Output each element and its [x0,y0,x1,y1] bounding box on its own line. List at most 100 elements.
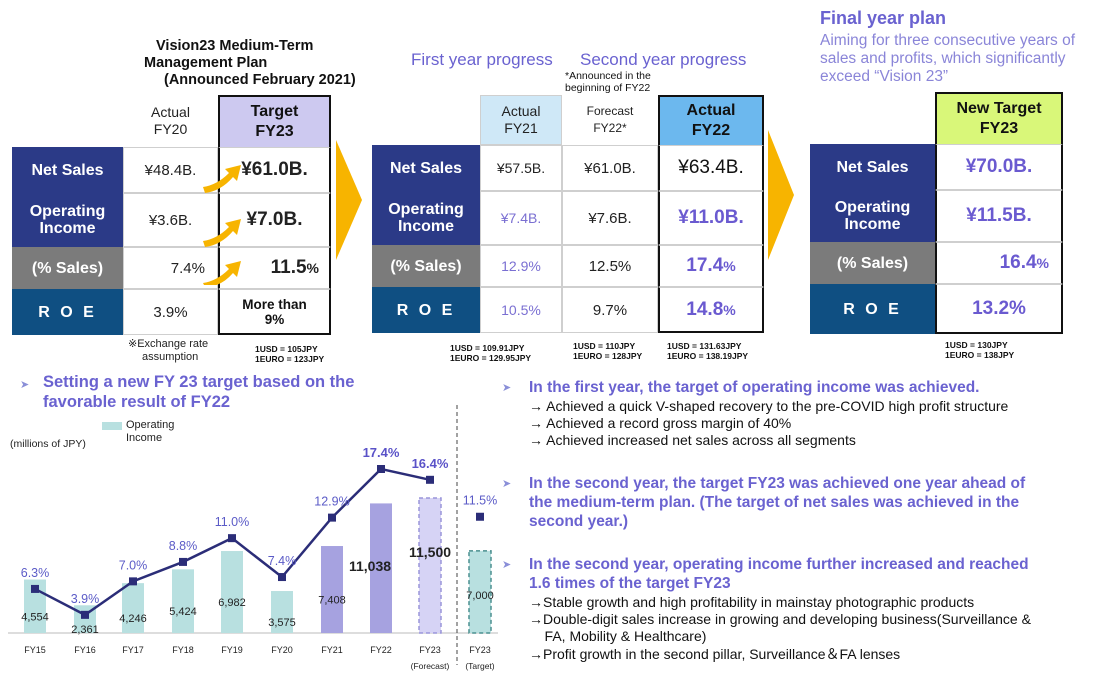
final-pct-unit: % [1036,255,1049,271]
chart-unit: (millions of JPY) [10,438,86,450]
bar-value-label-8: 11,500 [409,544,451,560]
final-row-op-income-label: Operating Income [810,190,935,242]
margin-label-5: 7.4% [268,554,297,568]
header-a22-l2: FY22 [691,122,731,139]
final-label-op-l2: Income [844,216,901,233]
bar-fy22-7 [370,503,392,633]
prog-label-net-sales: Net Sales [389,159,463,177]
header-actual-fy22: Actual FY22 [658,95,764,145]
x-tick-label-6: FY21 [321,645,343,655]
bar-value-label-9: 7,000 [466,590,494,602]
margin-marker-3 [179,557,187,566]
bar-fy19-4 [221,551,243,633]
final-roe-value: 13.2% [935,284,1063,334]
plan-note-l1: ※Exchange rate [128,338,209,350]
second-year-note: *Announced in the beginning of FY22 [565,70,651,94]
prog-op-income-f22: ¥7.6B. [562,191,658,245]
chart-heading-l2: favorable result of FY22 [43,393,231,411]
final-net-sales-value: ¥70.0B. [935,144,1063,190]
header-target-fy23-l1: Target [250,103,299,120]
bar-value-label-7: 11,038 [349,558,391,574]
margin-label-4: 11.0% [215,515,250,529]
bar-value-label-1: 2,361 [71,624,99,636]
bar-value-label-2: 4,246 [119,613,147,625]
plan-roe-fy20-text: 3.9% [153,303,188,321]
x-tick-label-4: FY19 [221,645,243,655]
prog-pct-a22-unit: % [723,258,736,274]
final-subtitle-l3: exceed “Vision 23” [820,68,949,85]
first-year-title: First year progress [411,50,553,69]
header-f22-l1: Forecast [586,104,634,118]
prog-row-pct-label: (% Sales) [372,245,480,287]
bar-value-label-3: 5,424 [169,606,197,618]
plan-title-line1: Vision23 Medium-Term [156,38,314,54]
margin-marker-6 [328,513,336,522]
final-op-income-value: ¥11.5B. [935,190,1063,242]
prog-fx-f22: 1USD = 110JPY 1EURO = 128JPY [573,341,643,361]
plan-note-l2: assumption [142,351,199,363]
x-tick-label-1: FY16 [74,645,96,655]
bar-fy20-5 [271,591,293,633]
margin-label-3: 8.8% [169,539,198,553]
chart-heading-l1: Setting a new FY 23 target based on the [43,373,355,391]
plan-roe-fy23-l1: More than [242,296,307,312]
margin-marker-7 [377,465,385,473]
margin-marker-9 [476,512,484,521]
bullet-3-head: In the second year, operating income fur… [529,555,1029,593]
margin-label-2: 7.0% [119,558,148,572]
final-label-net-sales: Net Sales [836,158,909,176]
prog-row-op-income-label: Operating Income [372,191,480,245]
prog-pct-fy21: 12.9% [480,245,562,287]
prog-roe-f22: 9.7% [562,287,658,333]
bar-fy18-3 [172,569,194,633]
bullet-2-head-l1: In the second year, the target FY23 was … [529,475,1026,492]
bullet-3-sub-3: FA, Mobility & Healthcare) [529,628,707,644]
bar-fy23-9 [468,550,492,634]
bullet-3-head-l2: 1.6 times of the target FY23 [529,575,731,592]
prog-pct-f22: 12.5% [562,245,658,287]
plan-fx: 1USD = 105JPY 1EURO = 123JPY [255,344,325,364]
final-pct-value: 16.4% [935,242,1063,284]
plan-pct-fy20-text: 7.4% [170,259,205,277]
x-tick-label-0: FY15 [24,645,46,655]
plan-title-line2: Management Plan [144,55,268,71]
orange-arrow-icon [203,165,241,285]
margin-label-1: 3.9% [71,592,100,606]
bullet-3-arrow-icon: ➤ [502,559,512,571]
bullet-1-head: In the first year, the target of operati… [529,379,980,396]
x-tick-sublabel-8: (Forecast) [411,661,450,671]
bullet-3-sub-1: →Stable growth and high profitability in… [529,594,975,610]
chart-legend: Operating Income [102,419,174,445]
plan-label-roe: R O E [38,303,97,321]
margin-marker-0 [31,584,39,593]
bullet-3-head-l1: In the second year, operating income fur… [529,556,1029,573]
legend-label-l1: Operating [126,419,175,431]
plan-pct-fy23-text: 11.5 [270,257,307,278]
plan-net-sales-fy20: ¥48.4B. [123,147,218,193]
plan-row-pct-sales-label: (% Sales) [12,247,123,289]
bullet-2-head: In the second year, the target FY23 was … [529,474,1025,531]
final-subtitle-l2: sales and profits, which significantly [820,50,1066,67]
prog-label-op-l1: Operating [388,201,464,218]
prog-op-income-a22: ¥11.0B. [658,191,764,245]
final-pct-text: 16.4 [999,252,1037,273]
plan-pct-fy23-unit: % [306,260,319,276]
header-actual-fy20-l2: FY20 [153,121,188,137]
header-new-target-l1: New Target [956,100,1042,117]
operating-income-chart: 4,554 2,361 4,246 5,424 6,982 3,575 7,408 11,03… [8,405,498,671]
prog-label-op-l2: Income [397,218,454,235]
margin-marker-5 [278,573,286,582]
header-forecast-fy22: Forecast FY22* [562,95,658,145]
x-tick-label-7: FY22 [370,645,392,655]
bullet-arrow-icon: ➤ [20,379,30,391]
header-fy21-l2: FY21 [504,120,538,136]
header-actual-fy21: Actual FY21 [480,95,562,145]
plan-label-net-sales: Net Sales [31,161,104,179]
second-year-title: Second year progress [580,50,747,69]
prog-roe-fy21: 10.5% [480,287,562,333]
prog-roe-a22-unit: % [723,301,736,318]
final-fx: 1USD = 130JPY 1EURO = 138JPY [945,340,1015,360]
final-row-net-sales-label: Net Sales [810,144,935,190]
header-target-fy23-l2: FY23 [255,123,294,140]
header-target-fy23: Target FY23 [218,95,331,147]
